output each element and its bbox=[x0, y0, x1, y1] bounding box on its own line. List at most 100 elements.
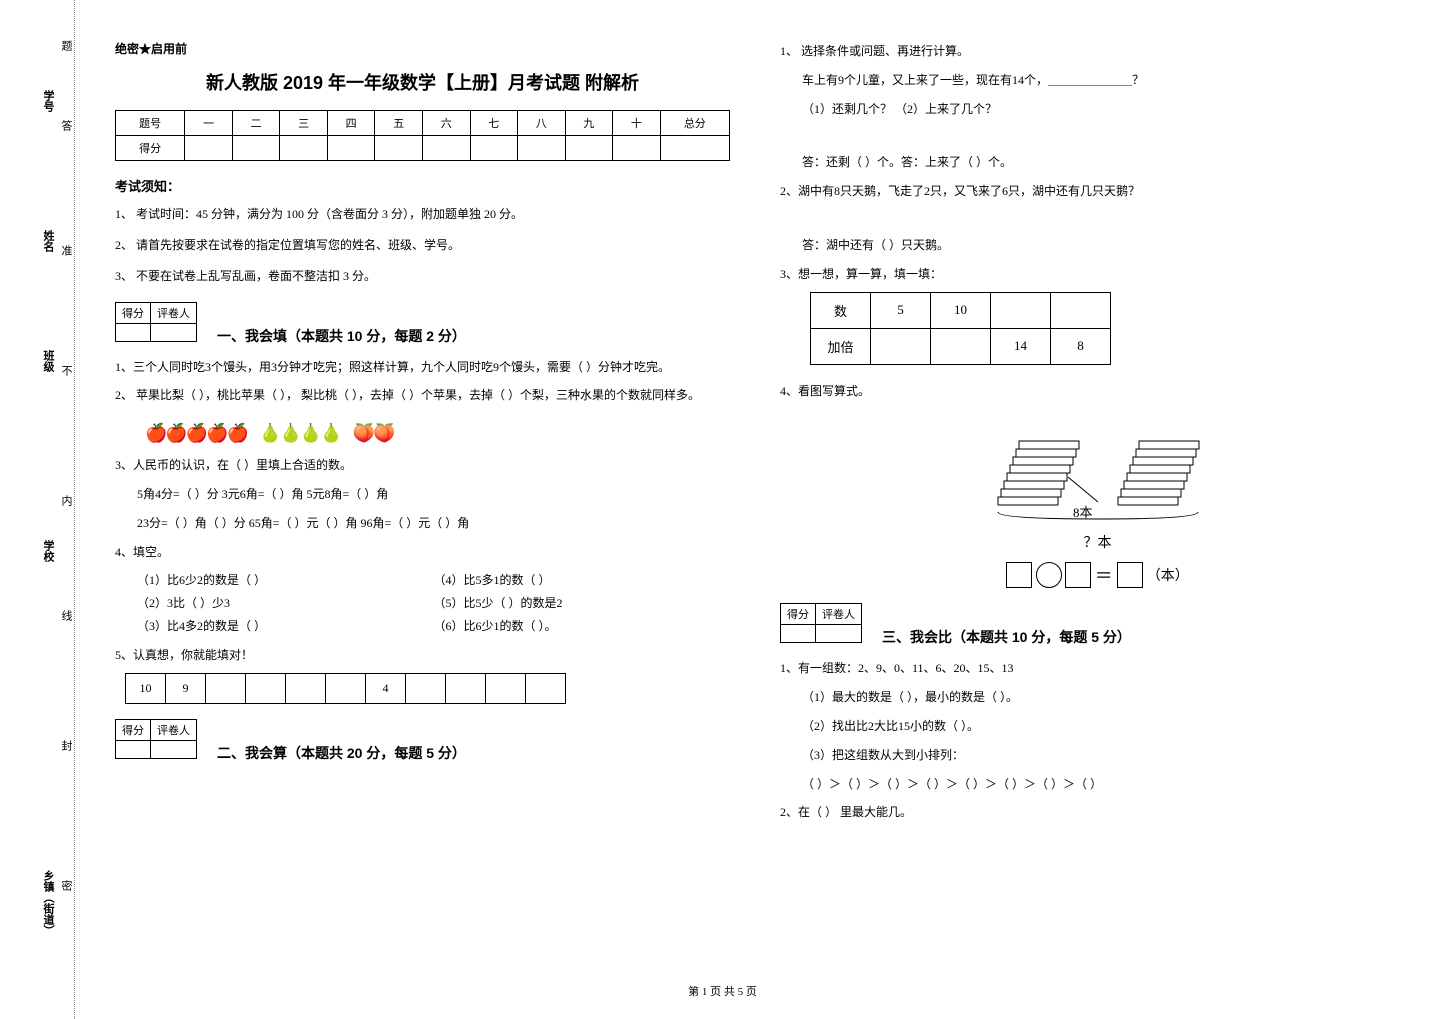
cell: 14 bbox=[991, 328, 1051, 364]
hdr: 七 bbox=[470, 111, 518, 136]
hdr: 总分 bbox=[660, 111, 729, 136]
hdr: 九 bbox=[565, 111, 613, 136]
hdr: 八 bbox=[518, 111, 566, 136]
binding-label: 班级 bbox=[40, 350, 56, 372]
grader-box: 得分评卷人 bbox=[115, 719, 197, 759]
result-box bbox=[1117, 562, 1143, 588]
cell bbox=[326, 673, 366, 703]
page-footer: 第 1 页 共 5 页 bbox=[0, 983, 1445, 999]
s3-q2: 2、在（ ） 里最大能几。 bbox=[780, 801, 1415, 824]
cell: 8 bbox=[1051, 328, 1111, 364]
score-grid: 题号 一 二 三 四 五 六 七 八 九 十 总分 得分 bbox=[115, 110, 730, 161]
s3-q1: 1、有一组数：2、9、0、11、6、20、15、13 bbox=[780, 657, 1415, 680]
s3-q1-sub: （1）最大的数是（ ），最小的数是（ ）。 bbox=[780, 686, 1415, 709]
binding-label: 学号 bbox=[40, 90, 56, 112]
operand-box bbox=[1006, 562, 1032, 588]
hdr: 六 bbox=[422, 111, 470, 136]
cell bbox=[246, 673, 286, 703]
cell: 5 bbox=[871, 292, 931, 328]
grader-box: 得分评卷人 bbox=[780, 603, 862, 643]
section-1-title: 一、我会填（本题共 10 分，每题 2 分） bbox=[217, 326, 466, 346]
label-8: 8本 bbox=[1073, 505, 1093, 520]
section-2-title: 二、我会算（本题共 20 分，每题 5 分） bbox=[217, 743, 466, 763]
cell bbox=[1051, 292, 1111, 328]
s1-q4: 4、填空。 bbox=[115, 541, 730, 564]
s1-q4-opt: （2）3比（ ）少3 bbox=[137, 592, 434, 615]
binding-inner: 不 bbox=[58, 365, 74, 376]
confidential-marker: 绝密★启用前 bbox=[115, 40, 730, 57]
cell bbox=[931, 328, 991, 364]
s2-q1-opts: （1）还剩几个？ （2）上来了几个？ bbox=[780, 98, 1415, 121]
grader-label: 评卷人 bbox=[151, 719, 197, 740]
binding-inner: 内 bbox=[58, 495, 74, 506]
section-3-title: 三、我会比（本题共 10 分，每题 5 分） bbox=[882, 627, 1131, 647]
s2-q1-ans: 答：还剩（ ）个。答：上来了（ ）个。 bbox=[780, 151, 1415, 174]
binding-inner: 线 bbox=[58, 610, 74, 621]
binding-inner: 准 bbox=[58, 245, 74, 256]
s2-q2: 2、湖中有8只天鹅，飞走了2只，又飞来了6只，湖中还有几只天鹅？ bbox=[780, 180, 1415, 203]
s1-q3: 3、人民币的认识，在（ ）里填上合适的数。 bbox=[115, 454, 730, 477]
s2-q3: 3、想一想，算一算，填一填： bbox=[780, 263, 1415, 286]
apple-icon: 🍎🍎🍎🍎🍎 bbox=[145, 423, 247, 444]
cell bbox=[486, 673, 526, 703]
hdr: 二 bbox=[232, 111, 280, 136]
cell bbox=[446, 673, 486, 703]
cell: 9 bbox=[166, 673, 206, 703]
s2-q1: 1、 选择条件或问题、再进行计算。 bbox=[780, 40, 1415, 63]
binding-inner: 答 bbox=[58, 120, 74, 131]
unit-label: （本） bbox=[1147, 569, 1189, 584]
notice-heading: 考试须知： bbox=[115, 176, 730, 195]
s1-q3-line: 23分=（ ）角（ ）分 65角=（ ）元（ ）角 96角=（ ）元（ ）角 bbox=[115, 512, 730, 535]
operator-circle bbox=[1036, 562, 1062, 588]
equation: ＝ （本） bbox=[780, 562, 1415, 588]
right-column: 1、 选择条件或问题、再进行计算。 车上有9个儿童，又上来了一些，现在有14个，… bbox=[760, 0, 1445, 1019]
s1-q4-opt: （4）比5多1的数（ ） bbox=[434, 569, 731, 592]
s3-q1-sub: （3）把这组数从大到小排列： bbox=[780, 744, 1415, 767]
hdr: 三 bbox=[280, 111, 328, 136]
grader-label: 得分 bbox=[116, 302, 151, 323]
s1-q4-opt: （1）比6少2的数是（ ） bbox=[137, 569, 434, 592]
s1-q3-line: 5角4分=（ ）分 3元6角=（ ）角 5元8角=（ ）角 bbox=[115, 483, 730, 506]
s2-q3-table: 数 5 10 加倍 14 8 bbox=[810, 292, 1111, 365]
left-column: 绝密★启用前 新人教版 2019 年一年级数学【上册】月考试题 附解析 题号 一… bbox=[75, 0, 760, 1019]
rule: 2、 请首先按要求在试卷的指定位置填写您的姓名、班级、学号。 bbox=[115, 236, 730, 255]
cell: 数 bbox=[811, 292, 871, 328]
cell bbox=[406, 673, 446, 703]
binding-label: 学校 bbox=[40, 540, 56, 562]
binding-label: 姓名 bbox=[40, 230, 56, 252]
s1-q2: 2、 苹果比梨（ ），桃比苹果（ ）， 梨比桃（ ），去掉（ ）个苹果，去掉（ … bbox=[115, 384, 730, 407]
cell bbox=[206, 673, 246, 703]
pear-icon: 🍐🍐🍐🍐 bbox=[259, 423, 341, 444]
books-icon: 8本 bbox=[968, 417, 1228, 527]
hdr: 四 bbox=[327, 111, 375, 136]
rule: 1、 考试时间：45 分钟，满分为 100 分（含卷面分 3 分），附加题单独 … bbox=[115, 205, 730, 224]
grader-label: 评卷人 bbox=[151, 302, 197, 323]
binding-label: 乡镇（街道） bbox=[40, 870, 56, 936]
cell: 10 bbox=[931, 292, 991, 328]
s1-q1: 1、三个人同时吃3个馒头，用3分钟才吃完；照这样计算，九个人同时吃9个馒头，需要… bbox=[115, 356, 730, 379]
s1-q4-opt: （6）比6少1的数（ ）。 bbox=[434, 615, 731, 638]
binding-inner: 封 bbox=[58, 740, 74, 751]
rule: 3、 不要在试卷上乱写乱画，卷面不整洁扣 3 分。 bbox=[115, 267, 730, 286]
s3-q1-sub: （2）找出比2大比15小的数（ ）。 bbox=[780, 715, 1415, 738]
s2-q1-line: 车上有9个儿童，又上来了一些，现在有14个，＿＿＿＿＿＿＿？ bbox=[780, 69, 1415, 92]
s2-q4: 4、看图写算式。 bbox=[780, 380, 1415, 403]
cell: 加倍 bbox=[811, 328, 871, 364]
equals-sign: ＝ bbox=[1095, 566, 1118, 586]
s1-q4-opt: （5）比5少（ ）的数是2 bbox=[434, 592, 731, 615]
cell bbox=[286, 673, 326, 703]
s2-q2-ans: 答：湖中还有（ ）只天鹅。 bbox=[780, 234, 1415, 257]
hdr: 题号 bbox=[116, 111, 185, 136]
fruit-figure: 🍎🍎🍎🍎🍎 🍐🍐🍐🍐 🍑🍑 bbox=[115, 413, 730, 454]
hdr: 一 bbox=[185, 111, 233, 136]
grader-box: 得分评卷人 bbox=[115, 302, 197, 342]
s1-q5: 5、认真想，你就能填对！ bbox=[115, 644, 730, 667]
s3-q1-sub: （ ）＞（ ）＞（ ）＞（ ）＞（ ）＞（ ）＞（ ）＞（ ） bbox=[780, 773, 1415, 796]
exam-title: 新人教版 2019 年一年级数学【上册】月考试题 附解析 bbox=[115, 69, 730, 95]
s1-q5-table: 10 9 4 bbox=[125, 673, 566, 704]
books-figure: 8本 ？本 ＝ （本） bbox=[780, 417, 1415, 588]
grader-label: 评卷人 bbox=[816, 604, 862, 625]
label-question: ？本 bbox=[780, 532, 1415, 552]
binding-tail: 题 bbox=[58, 40, 74, 51]
binding-inner: 密 bbox=[58, 880, 74, 891]
